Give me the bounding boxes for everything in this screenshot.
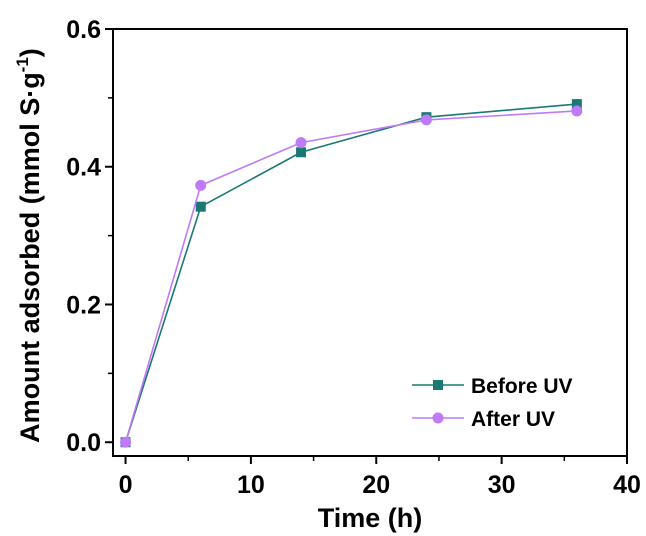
x-tick-label: 20 <box>362 471 390 499</box>
y-axis-title-superscript: -1 <box>13 57 32 72</box>
legend-label: Before UV <box>471 375 573 398</box>
legend-marker <box>432 412 444 424</box>
x-tick-label: 30 <box>488 471 516 499</box>
y-tick-label: 0.2 <box>66 291 101 319</box>
y-tick-label: 0.4 <box>66 154 101 182</box>
legend-item: Before UV <box>412 375 573 398</box>
data-point <box>296 147 307 158</box>
x-tick-label: 10 <box>237 471 265 499</box>
data-point <box>195 201 206 212</box>
data-point <box>571 99 582 110</box>
data-point <box>420 114 432 126</box>
axis-ticks <box>105 28 628 464</box>
legend-marker <box>433 380 443 390</box>
y-axis-title-main: Amount adsorbed (mmol S·g <box>15 72 45 443</box>
legend: Before UV After UV <box>412 375 573 431</box>
legend-label: After UV <box>471 408 555 431</box>
y-tick-label: 0.6 <box>66 16 101 44</box>
x-tick-label: 40 <box>613 471 641 499</box>
data-point <box>195 179 207 191</box>
data-point <box>571 105 583 117</box>
y-tick-label: 0.0 <box>66 429 101 457</box>
axis-tick-labels: 0 10 20 30 40 0.0 0.2 0.4 0.6 <box>66 16 641 499</box>
y-axis-title: Amount adsorbed (mmol S·g-1) <box>13 48 45 443</box>
x-axis-title: Time (h) <box>318 503 423 533</box>
data-point <box>295 137 307 149</box>
legend-item: After UV <box>412 408 555 431</box>
x-tick-label: 0 <box>119 471 133 499</box>
series-layer <box>120 99 583 448</box>
series-after-uv <box>120 105 583 448</box>
data-point <box>120 436 132 448</box>
y-axis-title-close: ) <box>15 48 45 57</box>
plot-frame <box>112 28 628 457</box>
